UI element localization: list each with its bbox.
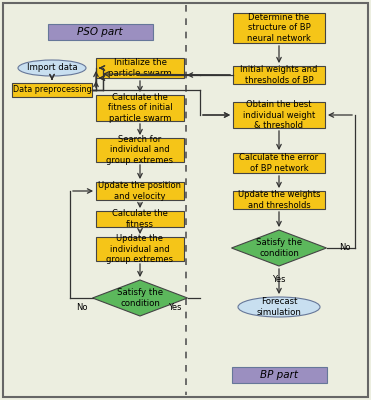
Text: Yes: Yes [272, 276, 286, 284]
Text: Update the
individual and
group extremes: Update the individual and group extremes [106, 234, 174, 264]
Bar [96, 211, 184, 227]
Text: Import data: Import data [27, 64, 77, 72]
Bar [12, 83, 92, 97]
Bar [232, 367, 326, 383]
Text: No: No [76, 304, 88, 312]
Text: Update the position
and velocity: Update the position and velocity [98, 181, 181, 201]
Text: PSO part: PSO part [77, 27, 123, 37]
Bar [47, 24, 152, 40]
Text: No: No [339, 244, 351, 252]
Text: Forecast
simulation: Forecast simulation [257, 297, 301, 317]
Text: Obtain the best
individual weight
& threshold: Obtain the best individual weight & thre… [243, 100, 315, 130]
Polygon shape [232, 230, 326, 266]
Polygon shape [92, 280, 187, 316]
Text: Calculate the
fitness of initial
particle swarm: Calculate the fitness of initial particl… [108, 93, 172, 123]
Text: Calculate the error
of BP network: Calculate the error of BP network [239, 153, 319, 173]
Ellipse shape [18, 60, 86, 76]
Text: Initialize the
particle swarm: Initialize the particle swarm [108, 58, 172, 78]
Text: Update the weights
and thresholds: Update the weights and thresholds [238, 190, 320, 210]
Bar [96, 237, 184, 261]
Bar [96, 58, 184, 78]
Bar [233, 102, 325, 128]
Bar [96, 138, 184, 162]
Text: Satisfy the
condition: Satisfy the condition [256, 238, 302, 258]
Text: Determine the
structure of BP
neural network: Determine the structure of BP neural net… [247, 13, 311, 43]
Text: BP part: BP part [260, 370, 298, 380]
Bar [233, 66, 325, 84]
Bar [233, 153, 325, 173]
Text: Yes: Yes [168, 304, 182, 312]
Bar [233, 13, 325, 43]
Bar [96, 95, 184, 121]
Ellipse shape [238, 297, 320, 317]
Bar [233, 191, 325, 209]
Text: Satisfy the
condition: Satisfy the condition [117, 288, 163, 308]
Bar [96, 182, 184, 200]
Text: Data preprocessing: Data preprocessing [13, 86, 91, 94]
Text: Calculate the
fitness: Calculate the fitness [112, 209, 168, 229]
Text: Initial weights and
thresholds of BP: Initial weights and thresholds of BP [240, 65, 318, 85]
Text: Search for
individual and
group extremes: Search for individual and group extremes [106, 135, 174, 165]
